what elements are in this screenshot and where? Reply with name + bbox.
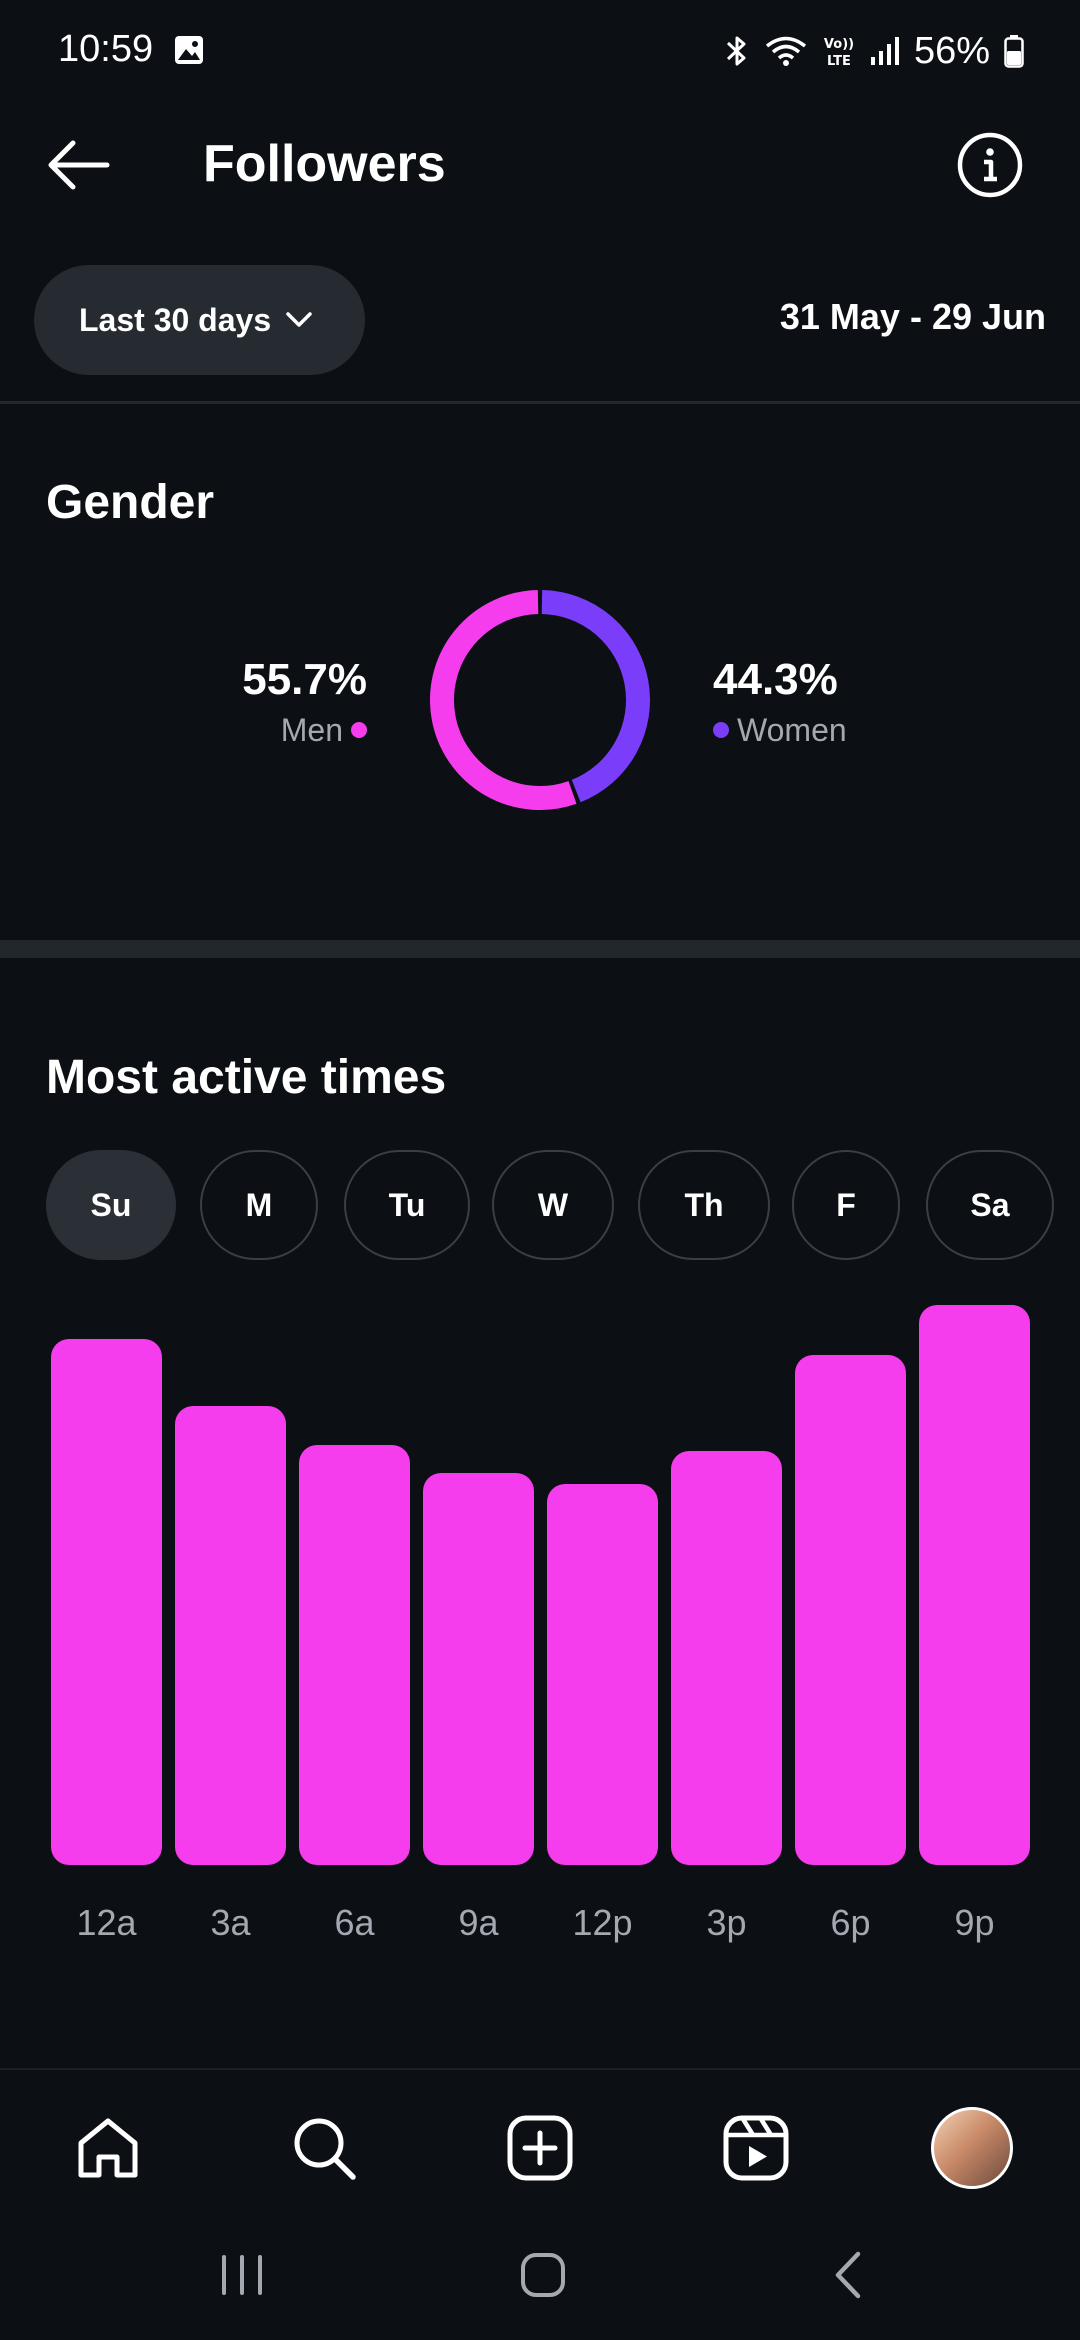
- back-button[interactable]: [40, 127, 116, 203]
- battery-icon: [1004, 35, 1024, 68]
- status-bar: 10:59 Vo)) LTE 56%: [0, 0, 1080, 105]
- section-divider: [0, 940, 1080, 958]
- gender-section-title: Gender: [46, 476, 215, 529]
- chart-bar-6a: [299, 1445, 410, 1865]
- date-range-dropdown[interactable]: Last 30 days: [34, 265, 365, 375]
- svg-text:LTE: LTE: [827, 54, 851, 69]
- chart-x-label: 3a: [210, 1902, 251, 1943]
- gender-donut-chart: [430, 590, 650, 810]
- men-color-dot: [351, 722, 367, 738]
- day-tab-thursday[interactable]: Th: [638, 1150, 770, 1260]
- nav-profile-button[interactable]: [922, 2098, 1022, 2198]
- men-legend: Men: [242, 708, 367, 752]
- back-icon: [835, 2251, 861, 2299]
- chart-bar-9a: [423, 1473, 534, 1865]
- app-header: Followers: [0, 105, 1080, 225]
- day-tab-friday[interactable]: F: [792, 1150, 900, 1260]
- date-range-label: Last 30 days: [79, 301, 272, 338]
- active-times-bar-chart: [0, 1300, 1080, 1980]
- day-selector: Su M Tu W Th F Sa: [46, 1150, 1054, 1260]
- create-icon: [507, 2115, 573, 2181]
- system-back-button[interactable]: [808, 2245, 888, 2305]
- status-time: 10:59: [58, 28, 154, 70]
- date-range-text: 31 May - 29 Jun: [779, 296, 1046, 337]
- bottom-nav: [0, 2070, 1080, 2210]
- search-icon: [294, 2118, 356, 2180]
- divider: [0, 401, 1080, 404]
- arrow-left-icon: [48, 140, 110, 190]
- volte-icon: Vo)) LTE: [824, 37, 854, 69]
- nav-divider: [0, 2068, 1080, 2070]
- page-title: Followers: [203, 135, 446, 193]
- men-percent: 55.7%: [242, 655, 367, 704]
- chart-bar-9p: [919, 1305, 1030, 1865]
- chart-bar-3a: [175, 1405, 286, 1865]
- women-label: Women: [737, 712, 847, 748]
- status-icons: Vo)) LTE 56%: [724, 28, 1024, 74]
- home-button-icon: [521, 2253, 565, 2297]
- women-legend: Women: [713, 708, 847, 752]
- nav-search-button[interactable]: [274, 2098, 374, 2198]
- signal-icon: [870, 37, 899, 65]
- day-tab-saturday[interactable]: Sa: [926, 1150, 1054, 1260]
- chart-bar-3p: [671, 1450, 782, 1865]
- chart-bar-12p: [547, 1484, 658, 1865]
- reels-icon: [723, 2115, 789, 2181]
- info-icon: [957, 132, 1023, 198]
- chart-x-label: 9p: [954, 1902, 995, 1943]
- chart-bar-12a: [51, 1338, 162, 1865]
- women-percent: 44.3%: [713, 655, 838, 704]
- men-label: Men: [280, 712, 343, 748]
- chart-bar-6p: [795, 1355, 906, 1865]
- day-tab-wednesday[interactable]: W: [492, 1150, 614, 1260]
- home-button[interactable]: [503, 2245, 583, 2305]
- nav-create-button[interactable]: [490, 2098, 590, 2198]
- profile-avatar: [931, 2107, 1013, 2189]
- donut-segment-women: [541, 590, 650, 803]
- chart-x-label: 12a: [76, 1902, 137, 1943]
- nav-home-button[interactable]: [58, 2098, 158, 2198]
- men-stat: 55.7% Men: [242, 652, 367, 752]
- women-color-dot: [713, 722, 729, 738]
- bluetooth-icon: [726, 36, 746, 66]
- day-tab-sunday[interactable]: Su: [46, 1150, 176, 1260]
- info-button[interactable]: [952, 127, 1028, 203]
- chart-x-label: 6p: [830, 1902, 871, 1943]
- gallery-icon: [175, 36, 203, 64]
- svg-text:Vo)): Vo)): [824, 37, 854, 52]
- day-tab-monday[interactable]: M: [200, 1150, 318, 1260]
- active-times-title: Most active times: [46, 1051, 447, 1104]
- chevron-down-icon: [286, 312, 312, 327]
- women-stat: 44.3% Women: [713, 652, 847, 752]
- nav-reels-button[interactable]: [706, 2098, 806, 2198]
- wifi-icon: [765, 36, 807, 66]
- recents-button[interactable]: [202, 2245, 282, 2305]
- chart-x-label: 6a: [334, 1902, 375, 1943]
- donut-segment-men: [430, 590, 577, 810]
- chart-x-label: 12p: [572, 1902, 633, 1943]
- chart-x-label: 3p: [706, 1902, 747, 1943]
- home-icon: [78, 2118, 138, 2178]
- chart-x-label: 9a: [458, 1902, 499, 1943]
- battery-percent: 56%: [913, 29, 990, 72]
- recents-icon: [222, 2255, 262, 2295]
- system-nav-bar: [0, 2210, 1080, 2340]
- day-tab-tuesday[interactable]: Tu: [344, 1150, 470, 1260]
